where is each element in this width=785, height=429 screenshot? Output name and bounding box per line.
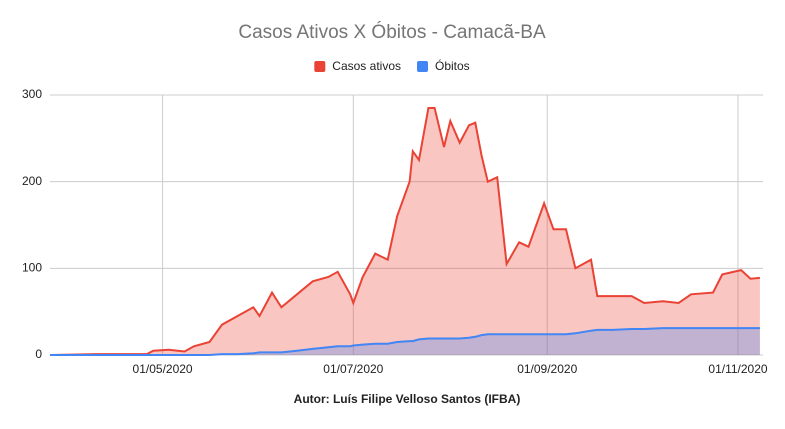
area — [50, 108, 760, 355]
y-tick-label: 0 — [35, 347, 42, 361]
y-tick-label: 100 — [22, 261, 42, 275]
legend-label: Óbitos — [435, 58, 470, 73]
line — [50, 327, 760, 356]
y-tick-label: 300 — [22, 87, 42, 101]
legend-label: Casos ativos — [332, 59, 401, 73]
x-tick-label: 01/11/2020 — [708, 362, 767, 376]
y-tick-label: 200 — [22, 174, 42, 188]
x-tick-label: 01/09/2020 — [517, 362, 577, 376]
x-axis-label: Autor: Luís Filipe Velloso Santos (IFBA) — [294, 392, 521, 406]
legend-swatch — [417, 61, 429, 72]
x-tick-label: 01/07/2020 — [323, 362, 383, 376]
x-tick-label: 01/05/2020 — [133, 362, 193, 376]
line — [49, 107, 760, 356]
legend-swatch — [314, 61, 326, 72]
chart-title: Casos Ativos X Óbitos - Camacã-BA — [238, 21, 546, 43]
